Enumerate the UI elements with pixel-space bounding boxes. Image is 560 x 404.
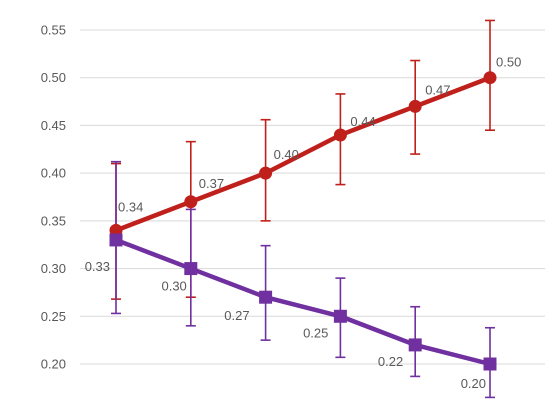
data-point-square [483,357,497,371]
data-label: 0.37 [199,176,224,191]
data-point-square [333,309,347,323]
data-label: 0.44 [350,114,375,129]
data-point-circle [408,99,422,113]
data-label: 0.47 [425,82,450,97]
gridlines [80,29,545,365]
y-tick-label: 0.25 [41,309,66,324]
data-point-square [184,262,198,276]
data-label: 0.25 [303,325,328,340]
series-lines [113,75,493,367]
y-tick-label: 0.35 [41,213,66,228]
data-point-circle [483,71,497,85]
data-label: 0.20 [461,376,486,391]
y-tick-label: 0.40 [41,166,66,181]
y-tick-label: 0.45 [41,118,66,133]
data-label: 0.27 [224,308,249,323]
y-axis-tick-labels: 0.20 0.25 0.30 0.35 0.40 0.45 0.50 0.55 [41,23,66,372]
data-label: 0.34 [118,199,143,214]
y-tick-label: 0.50 [41,70,66,85]
series-line [113,237,493,367]
data-point-circle [333,128,347,142]
data-label: 0.22 [378,354,403,369]
data-point-square [259,290,273,304]
y-tick-label: 0.30 [41,261,66,276]
series-line [113,75,493,233]
data-point-square [408,338,422,352]
data-label: 0.30 [161,279,186,294]
y-tick-label: 0.55 [41,23,66,38]
data-label: 0.33 [85,259,110,274]
data-point-square [109,233,123,247]
data-label: 0.50 [496,55,521,70]
data-point-circle [184,195,198,209]
data-labels: 0.34 0.37 0.40 0.44 0.47 0.50 0.33 0.30 0.27 0.25… [85,55,522,391]
y-tick-label: 0.20 [41,357,66,372]
series-markers [109,71,497,371]
data-point-circle [259,166,273,180]
data-label: 0.40 [274,147,299,162]
